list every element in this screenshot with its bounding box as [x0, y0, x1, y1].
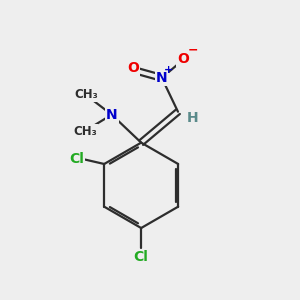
- Text: O: O: [127, 61, 139, 75]
- Text: +: +: [164, 64, 173, 75]
- Text: H: H: [187, 111, 199, 125]
- Text: O: O: [177, 52, 189, 66]
- Text: N: N: [106, 108, 118, 122]
- Text: Cl: Cl: [69, 152, 84, 166]
- Text: CH₃: CH₃: [73, 125, 97, 138]
- Text: Cl: Cl: [134, 250, 148, 265]
- Text: CH₃: CH₃: [75, 88, 99, 101]
- Text: −: −: [188, 44, 199, 56]
- Text: N: N: [156, 71, 168, 85]
